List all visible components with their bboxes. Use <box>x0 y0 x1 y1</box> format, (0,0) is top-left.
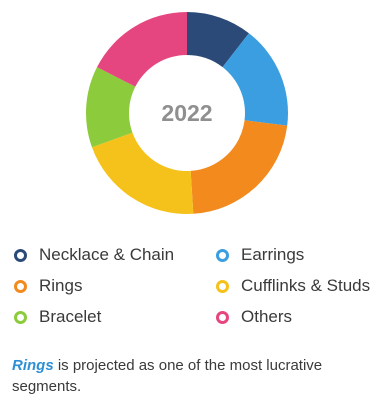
legend-label: Bracelet <box>39 307 102 326</box>
legend-label: Others <box>241 307 293 326</box>
legend-marker-bracelet <box>14 310 27 324</box>
legend-label: Earrings <box>241 245 305 264</box>
legend-item-others: Others <box>216 306 384 328</box>
legend-item-cufflinks-studs: Cufflinks & Studs <box>216 275 384 297</box>
legend-marker-others <box>216 310 229 324</box>
legend-item-rings: Rings <box>14 275 216 297</box>
legend-item-bracelet: Bracelet <box>14 306 216 328</box>
legend-item-earrings: Earrings <box>216 244 384 266</box>
legend-marker-cufflinks-studs <box>216 279 229 293</box>
caption-text: is projected as one of the most lucrativ… <box>12 357 323 395</box>
donut-slice-others <box>97 12 187 87</box>
legend-label: Cufflinks & Studs <box>241 276 371 295</box>
chart-caption: Rings is projected as one of the most lu… <box>12 355 342 397</box>
legend-item-necklace-chain: Necklace & Chain <box>14 244 216 266</box>
donut-chart: 2022 <box>86 12 288 214</box>
donut-slice-cufflinks-studs <box>91 132 194 214</box>
center-year-label: 2022 <box>161 100 212 126</box>
legend-marker-earrings <box>216 248 229 262</box>
donut-slice-bracelet <box>86 67 136 148</box>
chart-legend: Necklace & Chain Earrings Rings Cufflink… <box>14 244 384 328</box>
donut-slices <box>86 12 288 214</box>
donut-slice-earrings <box>222 33 288 126</box>
legend-marker-rings <box>14 279 27 293</box>
legend-label: Rings <box>39 276 83 295</box>
caption-highlight: Rings <box>12 357 54 374</box>
legend-marker-necklace-chain <box>14 248 27 262</box>
legend-label: Necklace & Chain <box>39 245 175 264</box>
donut-slice-rings <box>190 120 288 214</box>
donut-slice-necklace-chain <box>187 12 249 68</box>
